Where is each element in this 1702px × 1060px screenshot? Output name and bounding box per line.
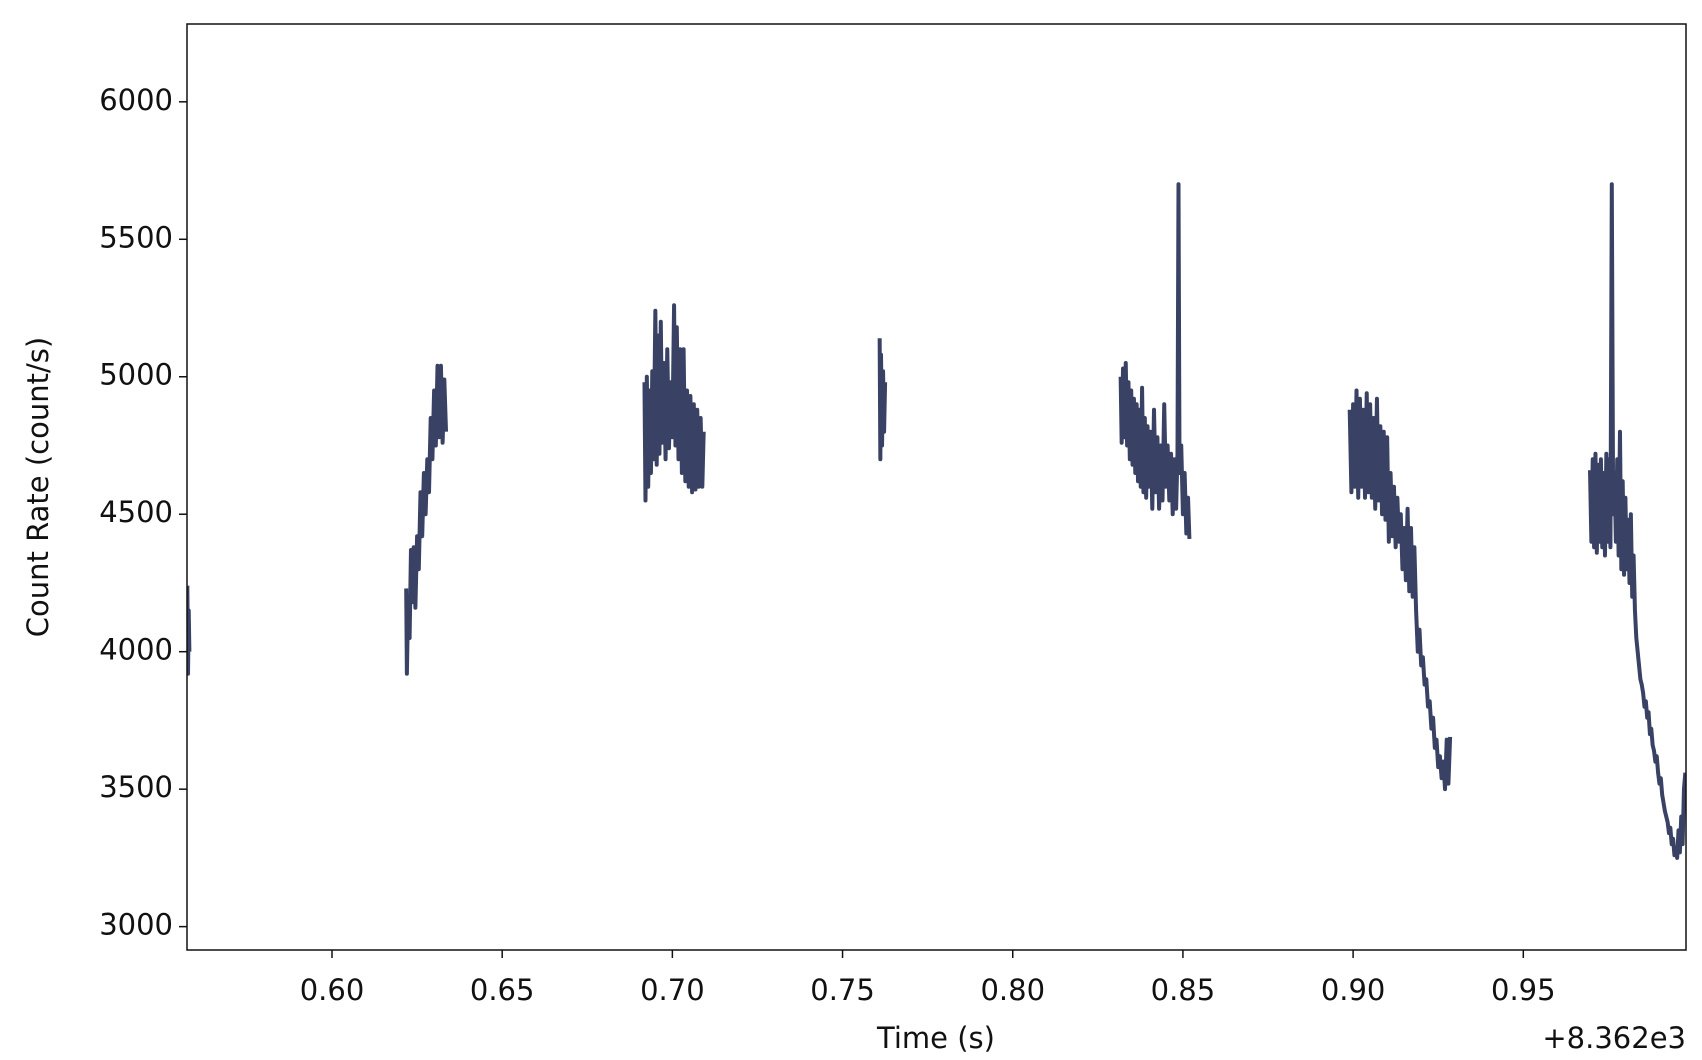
x-tick-label: 0.70 <box>640 973 705 1007</box>
x-offset-label: +8.362e3 <box>1542 1021 1686 1055</box>
x-tick-label: 0.60 <box>300 973 365 1007</box>
y-tick-label: 3000 <box>99 908 173 942</box>
y-tick-label: 3500 <box>99 770 173 804</box>
x-tick-label: 0.75 <box>810 973 875 1007</box>
y-axis-label: Count Rate (count/s) <box>21 337 55 637</box>
y-tick-label: 6000 <box>99 83 173 117</box>
x-tick-label: 0.80 <box>980 973 1045 1007</box>
y-tick-label: 4000 <box>99 633 173 667</box>
x-tick-label: 0.65 <box>470 973 535 1007</box>
y-tick-label: 5000 <box>99 358 173 392</box>
x-tick-label: 0.90 <box>1321 973 1386 1007</box>
x-tick-label: 0.95 <box>1491 973 1556 1007</box>
plot-frame <box>186 23 1687 951</box>
series-line <box>187 182 1686 860</box>
y-tick-label: 5500 <box>99 220 173 254</box>
y-tick-label: 4500 <box>99 495 173 529</box>
x-tick-label: 0.85 <box>1151 973 1216 1007</box>
x-axis-label: Time (s) <box>876 1021 995 1055</box>
